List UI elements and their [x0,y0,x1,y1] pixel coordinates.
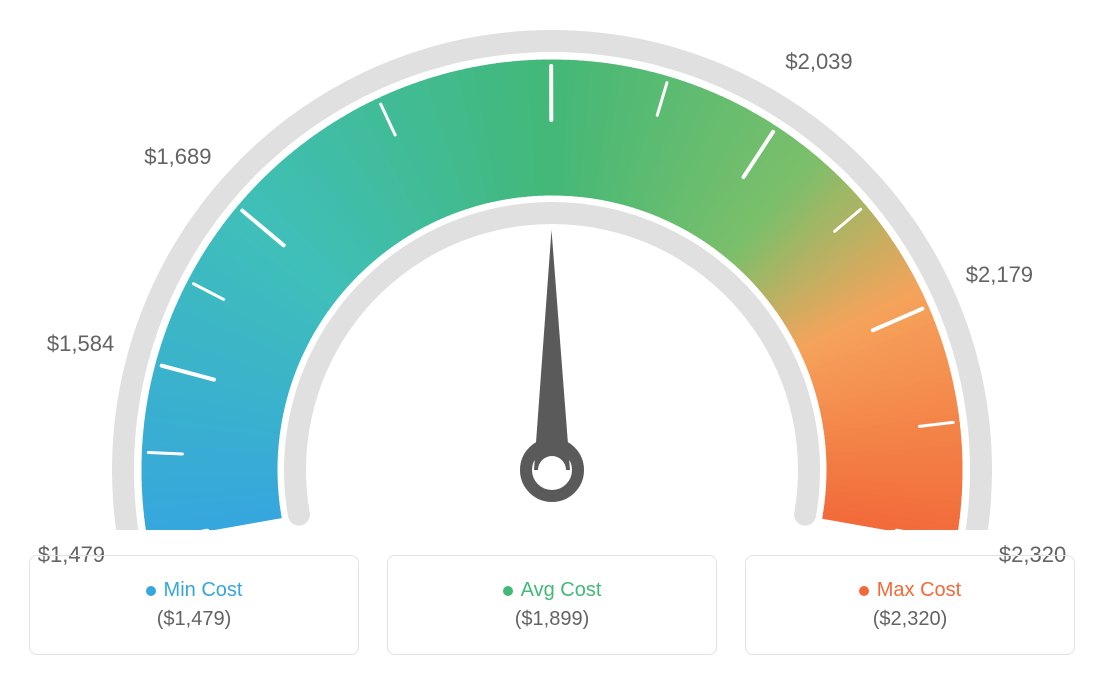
avg-cost-dot-icon [503,586,513,596]
min-cost-card: Min Cost ($1,479) [29,555,359,655]
gauge-tick-label: $1,584 [47,331,114,357]
avg-cost-label: Avg Cost [521,579,602,602]
min-cost-value: ($1,479) [157,608,232,631]
avg-cost-title: Avg Cost [503,579,602,602]
max-cost-dot-icon [859,586,869,596]
min-cost-title: Min Cost [146,579,243,602]
gauge-needle-hub-inner [538,456,566,484]
min-cost-dot-icon [146,586,156,596]
avg-cost-card: Avg Cost ($1,899) [387,555,717,655]
gauge-tick-label: $2,179 [966,262,1033,288]
max-cost-card: Max Cost ($2,320) [745,555,1075,655]
gauge-tick-label: $1,689 [144,144,211,170]
max-cost-value: ($2,320) [873,608,948,631]
avg-cost-value: ($1,899) [515,608,590,631]
gauge-tick-label: $2,039 [785,49,852,75]
max-cost-title: Max Cost [859,579,961,602]
summary-cards: Min Cost ($1,479) Avg Cost ($1,899) Max … [0,555,1104,655]
gauge-needle [534,230,570,470]
gauge-chart: $1,479$1,584$1,689$1,899$2,039$2,179$2,3… [0,0,1104,530]
min-cost-label: Min Cost [164,579,243,602]
gauge-svg [0,0,1104,530]
max-cost-label: Max Cost [877,579,961,602]
